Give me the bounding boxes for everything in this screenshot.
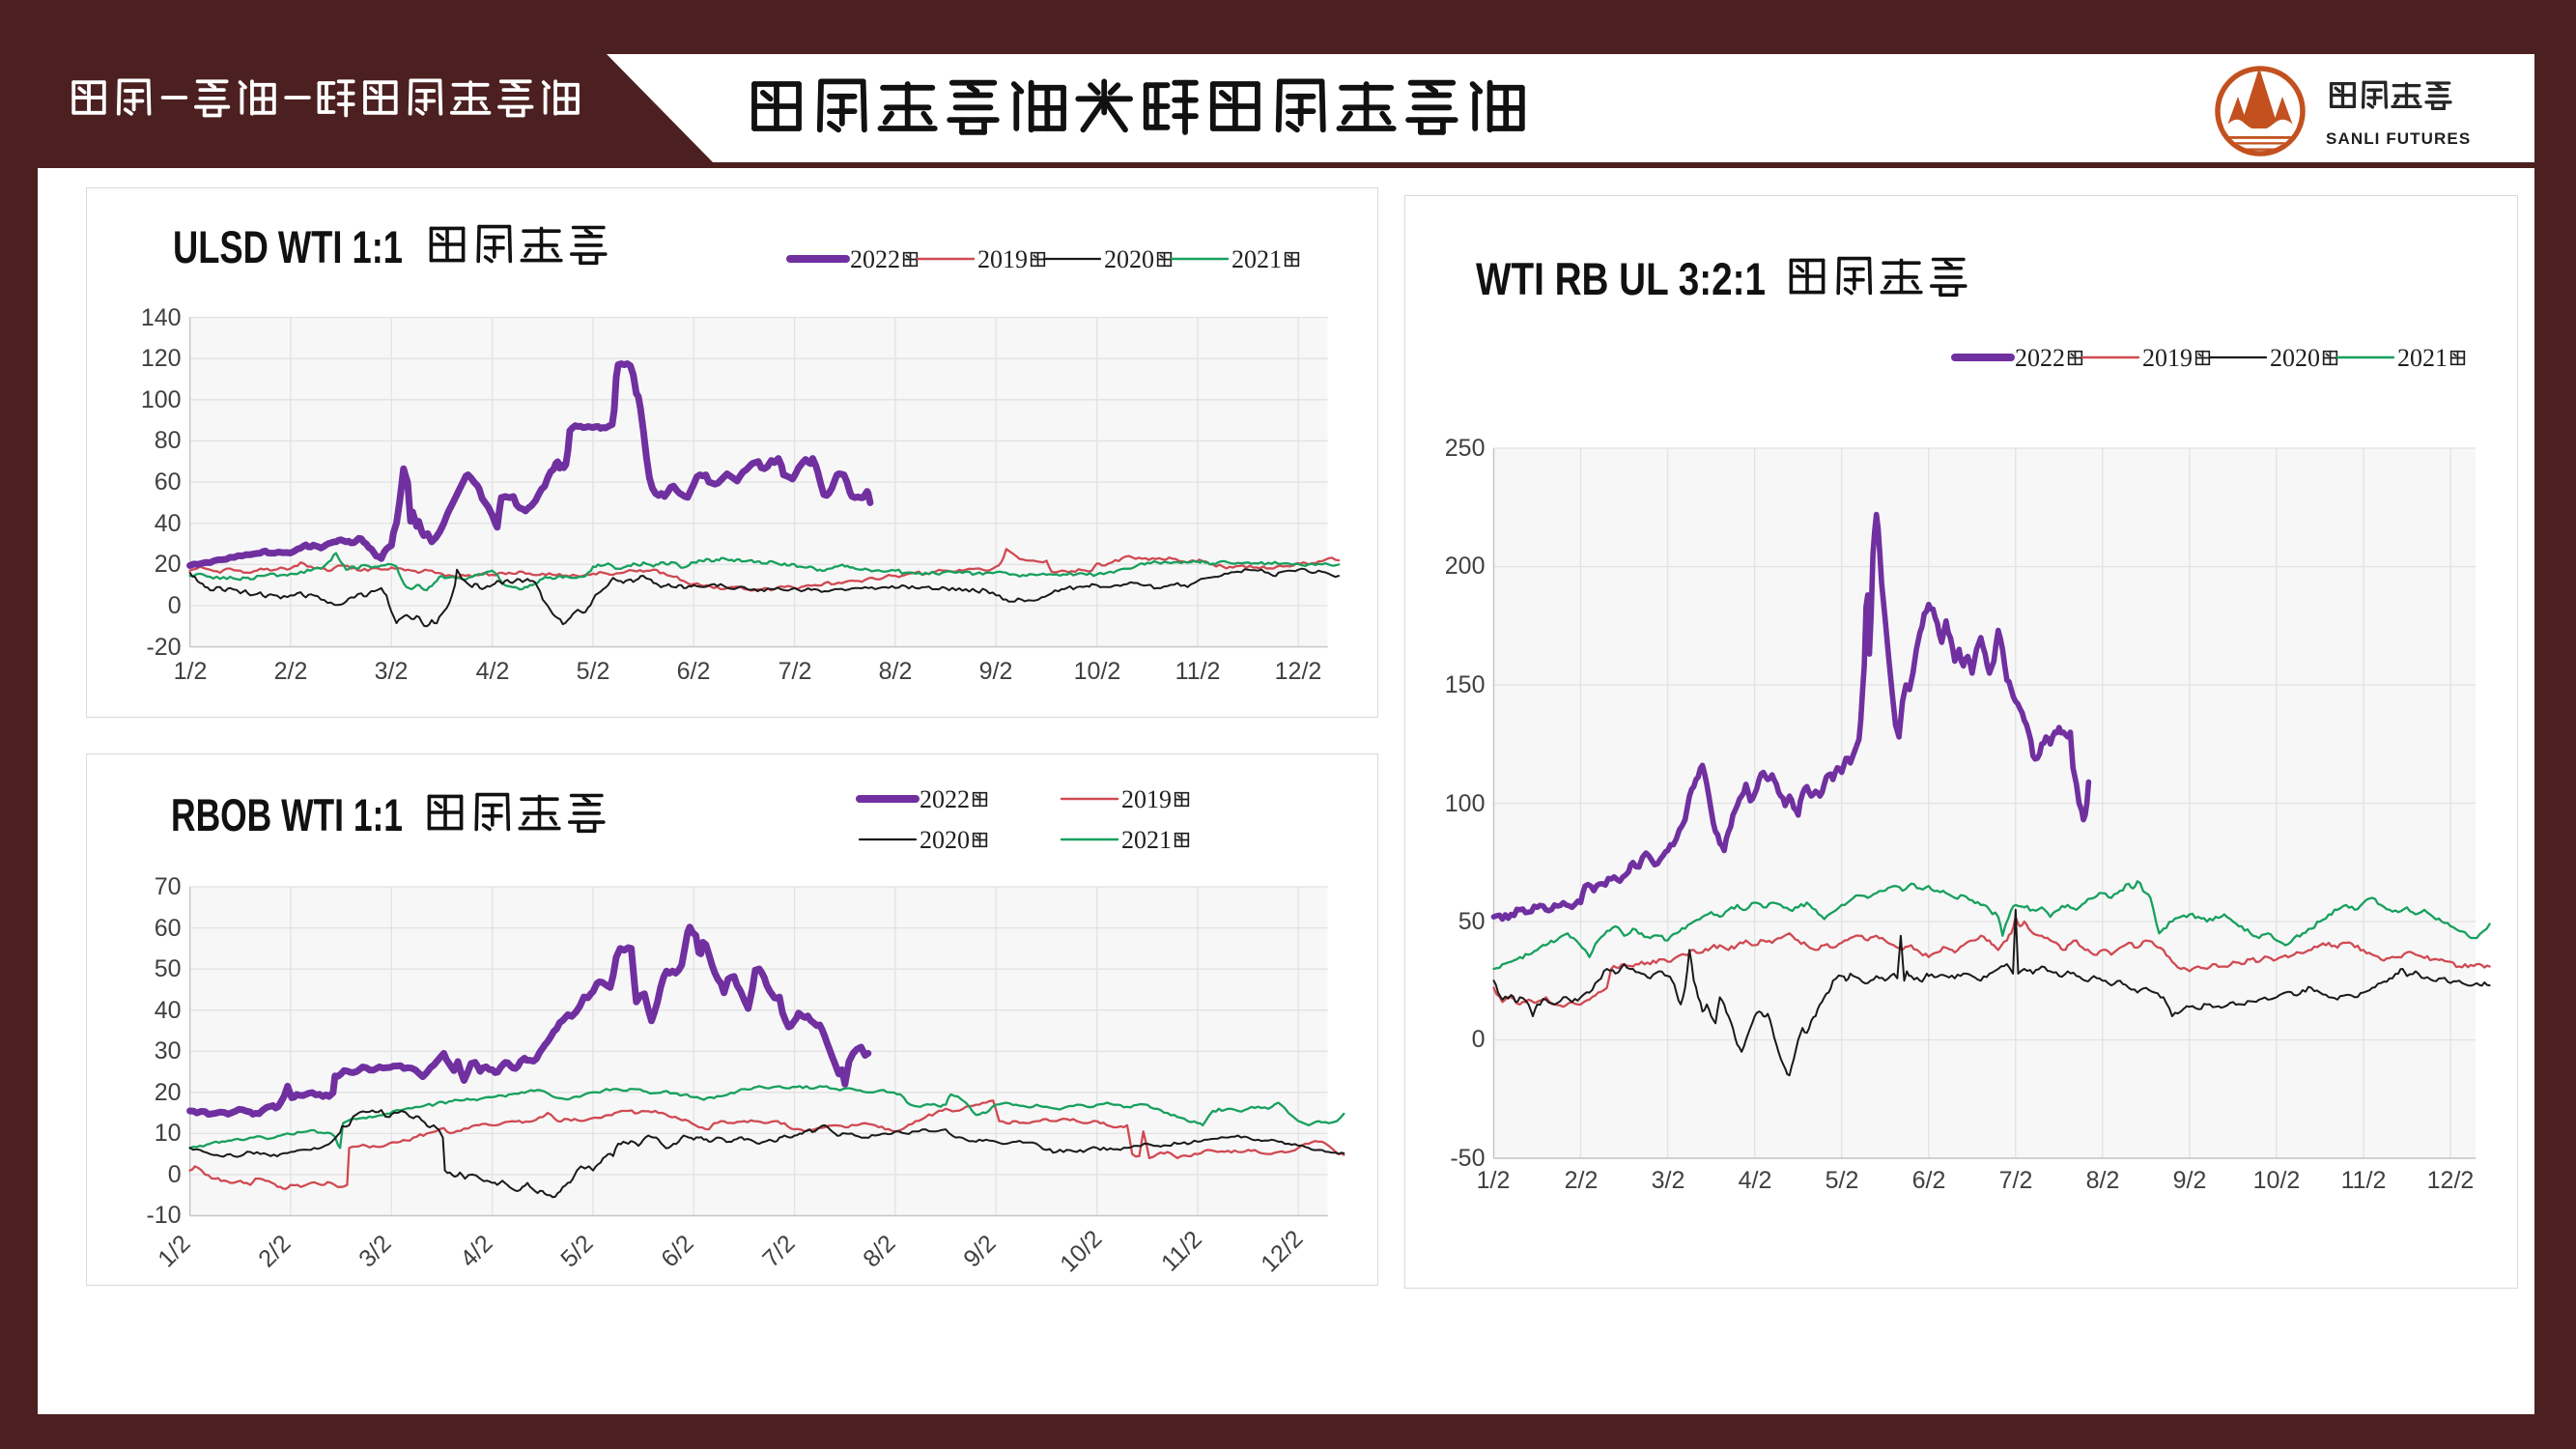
- svg-text:10/2: 10/2: [1074, 658, 1121, 685]
- svg-text:5/2: 5/2: [555, 1230, 598, 1272]
- svg-text:ULSD WTI 1:1: ULSD WTI 1:1: [173, 221, 403, 272]
- svg-text:12/2: 12/2: [1275, 658, 1322, 685]
- svg-text:20: 20: [155, 1079, 182, 1106]
- svg-text:2/2: 2/2: [1565, 1167, 1599, 1194]
- svg-text:9/2: 9/2: [958, 1230, 1001, 1272]
- svg-text:11/2: 11/2: [1156, 1226, 1207, 1277]
- svg-text:5/2: 5/2: [1826, 1167, 1859, 1194]
- svg-text:RBOB WTI 1:1: RBOB WTI 1:1: [171, 789, 403, 840]
- svg-text:2/2: 2/2: [274, 658, 308, 685]
- svg-text:200: 200: [1445, 553, 1486, 580]
- svg-text:0: 0: [168, 592, 182, 619]
- svg-text:2019: 2019: [2142, 344, 2193, 372]
- svg-text:2021: 2021: [2397, 344, 2448, 372]
- svg-text:2020: 2020: [920, 826, 970, 854]
- svg-text:-20: -20: [146, 634, 181, 661]
- svg-text:4/2: 4/2: [1739, 1167, 1772, 1194]
- svg-text:140: 140: [141, 304, 182, 331]
- svg-text:-10: -10: [146, 1202, 181, 1229]
- svg-text:2020: 2020: [2270, 344, 2320, 372]
- svg-text:12/2: 12/2: [2427, 1167, 2475, 1194]
- svg-text:12/2: 12/2: [1256, 1225, 1308, 1277]
- svg-text:2021: 2021: [1121, 826, 1172, 854]
- svg-text:8/2: 8/2: [858, 1230, 900, 1272]
- svg-text:6/2: 6/2: [656, 1230, 698, 1272]
- svg-text:150: 150: [1445, 671, 1486, 698]
- svg-text:9/2: 9/2: [2173, 1167, 2207, 1194]
- svg-text:2022: 2022: [2015, 344, 2065, 372]
- svg-text:3/2: 3/2: [354, 1230, 396, 1272]
- svg-text:8/2: 8/2: [2086, 1167, 2120, 1194]
- svg-text:50: 50: [155, 955, 182, 982]
- svg-text:0: 0: [1472, 1026, 1486, 1053]
- svg-text:2019: 2019: [1121, 785, 1172, 813]
- svg-text:SANLI FUTURES: SANLI FUTURES: [2326, 129, 2471, 148]
- svg-text:6/2: 6/2: [1912, 1167, 1946, 1194]
- svg-text:40: 40: [155, 510, 182, 537]
- svg-text:0: 0: [168, 1161, 182, 1188]
- svg-text:8/2: 8/2: [879, 658, 913, 685]
- svg-text:70: 70: [155, 873, 182, 900]
- svg-text:20: 20: [155, 551, 182, 578]
- svg-text:80: 80: [155, 427, 182, 454]
- svg-text:2/2: 2/2: [253, 1230, 296, 1272]
- svg-text:3/2: 3/2: [375, 658, 409, 685]
- svg-text:30: 30: [155, 1037, 182, 1065]
- svg-text:2019: 2019: [977, 245, 1028, 273]
- svg-text:4/2: 4/2: [476, 658, 510, 685]
- svg-text:2022: 2022: [850, 245, 900, 273]
- svg-text:120: 120: [141, 345, 182, 372]
- svg-text:7/2: 7/2: [757, 1230, 800, 1272]
- svg-text:2022: 2022: [920, 785, 970, 813]
- svg-text:50: 50: [1458, 908, 1486, 935]
- svg-text:-50: -50: [1450, 1145, 1485, 1172]
- svg-text:4/2: 4/2: [455, 1230, 497, 1272]
- svg-text:2021: 2021: [1231, 245, 1282, 273]
- svg-text:11/2: 11/2: [2341, 1167, 2387, 1194]
- svg-text:7/2: 7/2: [778, 658, 812, 685]
- svg-text:100: 100: [1445, 790, 1486, 817]
- svg-text:250: 250: [1445, 435, 1486, 462]
- svg-text:6/2: 6/2: [677, 658, 711, 685]
- svg-text:WTI RB UL 3:2:1: WTI RB UL 3:2:1: [1476, 253, 1766, 304]
- svg-text:3/2: 3/2: [1652, 1167, 1685, 1194]
- svg-text:11/2: 11/2: [1175, 658, 1221, 685]
- svg-text:1/2: 1/2: [174, 658, 208, 685]
- svg-text:7/2: 7/2: [1999, 1167, 2033, 1194]
- svg-text:9/2: 9/2: [979, 658, 1013, 685]
- svg-text:10/2: 10/2: [1055, 1225, 1107, 1277]
- svg-text:10/2: 10/2: [2253, 1167, 2301, 1194]
- svg-text:5/2: 5/2: [577, 658, 610, 685]
- svg-text:60: 60: [155, 915, 182, 942]
- svg-text:10: 10: [155, 1120, 182, 1147]
- svg-text:2020: 2020: [1104, 245, 1154, 273]
- svg-text:1/2: 1/2: [1477, 1167, 1511, 1194]
- svg-text:60: 60: [155, 469, 182, 496]
- svg-text:1/2: 1/2: [153, 1230, 195, 1272]
- svg-text:100: 100: [141, 386, 182, 413]
- svg-text:40: 40: [155, 997, 182, 1024]
